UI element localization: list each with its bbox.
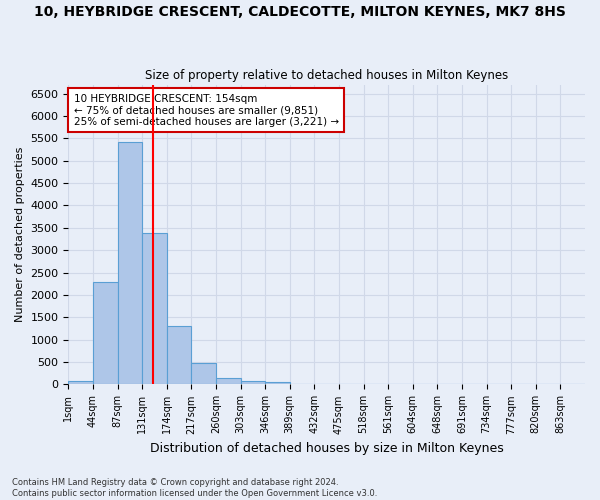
Bar (216, 378, 241, 384)
Text: Contains HM Land Registry data © Crown copyright and database right 2024.
Contai: Contains HM Land Registry data © Crown c… (12, 478, 377, 498)
Bar (118, 142, 142, 384)
Title: Size of property relative to detached houses in Milton Keynes: Size of property relative to detached ho… (145, 69, 508, 82)
Text: 10, HEYBRIDGE CRESCENT, CALDECOTTE, MILTON KEYNES, MK7 8HS: 10, HEYBRIDGE CRESCENT, CALDECOTTE, MILT… (34, 5, 566, 19)
Bar (93, 282, 118, 384)
Text: 10 HEYBRIDGE CRESCENT: 154sqm
← 75% of detached houses are smaller (9,851)
25% o: 10 HEYBRIDGE CRESCENT: 154sqm ← 75% of d… (74, 94, 338, 127)
Bar (68, 382, 93, 384)
Bar (191, 364, 216, 384)
Bar (167, 326, 191, 384)
Bar (142, 233, 167, 384)
Y-axis label: Number of detached properties: Number of detached properties (15, 147, 25, 322)
X-axis label: Distribution of detached houses by size in Milton Keynes: Distribution of detached houses by size … (150, 442, 503, 455)
Bar (265, 382, 290, 384)
Bar (241, 381, 265, 384)
